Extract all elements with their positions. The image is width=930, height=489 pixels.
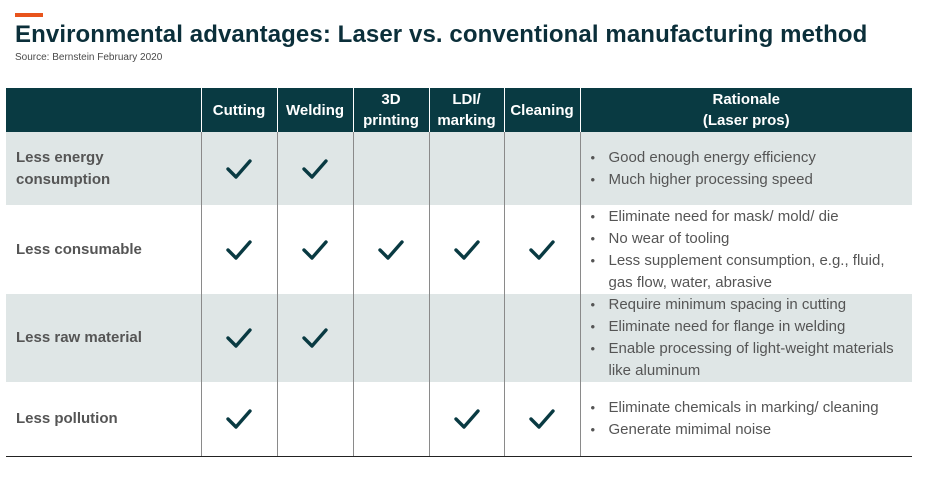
source-note: Source: Bernstein February 2020 bbox=[15, 52, 163, 63]
cell-welding bbox=[276, 132, 353, 205]
cell-rationale: • Good enough energy efficiency • Much hig… bbox=[579, 132, 913, 205]
rationale-item: • Generate mimimal noise bbox=[591, 419, 913, 441]
rationale-list: • Eliminate need for mask/ mold/ die • No … bbox=[591, 206, 913, 294]
cell-3d-printing bbox=[352, 382, 429, 457]
bullet-icon: • bbox=[590, 252, 596, 268]
cell-ldi-marking bbox=[428, 294, 504, 382]
cell-cutting bbox=[200, 294, 277, 382]
rationale-item: • Enable processing of light-weight mater… bbox=[590, 340, 894, 379]
bullet-icon: • bbox=[590, 297, 596, 312]
cell-welding bbox=[276, 205, 353, 294]
cell-cutting bbox=[200, 132, 277, 205]
bullet-icon: • bbox=[590, 421, 596, 437]
checkmark-icon bbox=[225, 158, 253, 180]
header-rationale: Rationale (Laser pros) bbox=[579, 88, 912, 132]
checkmark-icon bbox=[453, 408, 481, 430]
rationale-list: • Require minimum spacing in cutting • Eli… bbox=[591, 294, 913, 382]
accent-bar bbox=[15, 13, 43, 17]
row-label: Less energy consumption bbox=[6, 132, 201, 205]
bullet-icon: • bbox=[590, 208, 596, 224]
cell-rationale: • Eliminate need for mask/ mold/ die • No … bbox=[579, 205, 913, 294]
cell-cleaning bbox=[503, 382, 580, 457]
cell-welding bbox=[276, 382, 353, 457]
cell-3d-printing bbox=[352, 132, 429, 205]
checkmark-icon bbox=[377, 239, 405, 261]
header-welding: Welding bbox=[276, 88, 353, 132]
bullet-icon: • bbox=[590, 341, 596, 356]
header-empty bbox=[6, 88, 201, 132]
rationale-item: • Much higher processing speed bbox=[591, 169, 913, 191]
header-cutting: Cutting bbox=[200, 88, 277, 132]
cell-cutting bbox=[200, 205, 277, 294]
header-3d-printing: 3D printing bbox=[352, 88, 429, 132]
header-cleaning: Cleaning bbox=[503, 88, 580, 132]
header-ldi-marking: LDI/marking bbox=[428, 88, 504, 132]
checkmark-icon bbox=[528, 408, 556, 430]
checkmark-icon bbox=[301, 239, 329, 261]
bullet-icon: • bbox=[590, 171, 596, 187]
rationale-item: • Eliminate chemicals in marking/ cleanin… bbox=[591, 397, 913, 419]
checkmark-icon bbox=[225, 327, 253, 349]
table-row: Less consumable • Eliminate need for mask… bbox=[6, 205, 912, 294]
table-row: Less pollution • Eliminate chemicals in m… bbox=[6, 382, 913, 457]
cell-3d-printing bbox=[352, 205, 429, 294]
rationale-item: • No wear of tooling bbox=[591, 228, 913, 250]
bullet-icon: • bbox=[590, 230, 596, 246]
rationale-list: • Eliminate chemicals in marking/ cleanin… bbox=[591, 397, 913, 441]
cell-ldi-marking bbox=[428, 132, 504, 205]
bullet-icon: • bbox=[590, 149, 596, 165]
row-label: Less consumable bbox=[16, 240, 142, 258]
rationale-list: • Good enough energy efficiency • Much hig… bbox=[591, 147, 913, 191]
row-label: Less raw material bbox=[6, 294, 201, 382]
bullet-icon: • bbox=[590, 399, 596, 415]
cell-cleaning bbox=[503, 132, 580, 205]
cell-cutting bbox=[200, 382, 277, 457]
rationale-item: • Less supplement consumption, e.g., flui… bbox=[590, 251, 885, 291]
row-label: Less pollution bbox=[6, 382, 201, 457]
cell-cleaning bbox=[503, 205, 580, 294]
checkmark-icon bbox=[301, 327, 329, 349]
rationale-item: • Eliminate need for mask/ mold/ die bbox=[591, 206, 913, 228]
cell-cleaning bbox=[503, 294, 580, 382]
page-title: Environmental advantages: Laser vs. conv… bbox=[15, 21, 868, 48]
checkmark-icon bbox=[301, 158, 329, 180]
rationale-item: • Good enough energy efficiency bbox=[591, 147, 913, 169]
cell-rationale: • Require minimum spacing in cutting • Eli… bbox=[579, 294, 913, 382]
comparison-table: Cutting Welding 3D printing LDI/marking C… bbox=[6, 88, 912, 457]
cell-rationale: • Eliminate chemicals in marking/ cleanin… bbox=[579, 382, 913, 457]
cell-ldi-marking bbox=[428, 205, 504, 294]
cell-ldi-marking bbox=[428, 382, 504, 457]
rationale-item: • Require minimum spacing in cutting bbox=[591, 294, 913, 316]
table-row: Less raw material • Require minimum spaci… bbox=[6, 294, 912, 382]
cell-3d-printing bbox=[352, 294, 429, 382]
checkmark-icon bbox=[528, 239, 556, 261]
checkmark-icon bbox=[225, 239, 253, 261]
bullet-icon: • bbox=[590, 319, 596, 334]
table-header-row: Cutting Welding 3D printing LDI/marking C… bbox=[6, 88, 912, 132]
rationale-item: • Eliminate need for flange in welding bbox=[591, 316, 913, 338]
checkmark-icon bbox=[225, 408, 253, 430]
checkmark-icon bbox=[453, 239, 481, 261]
table-row: Less energy consumption • Good enough ener… bbox=[6, 132, 912, 205]
cell-welding bbox=[276, 294, 353, 382]
